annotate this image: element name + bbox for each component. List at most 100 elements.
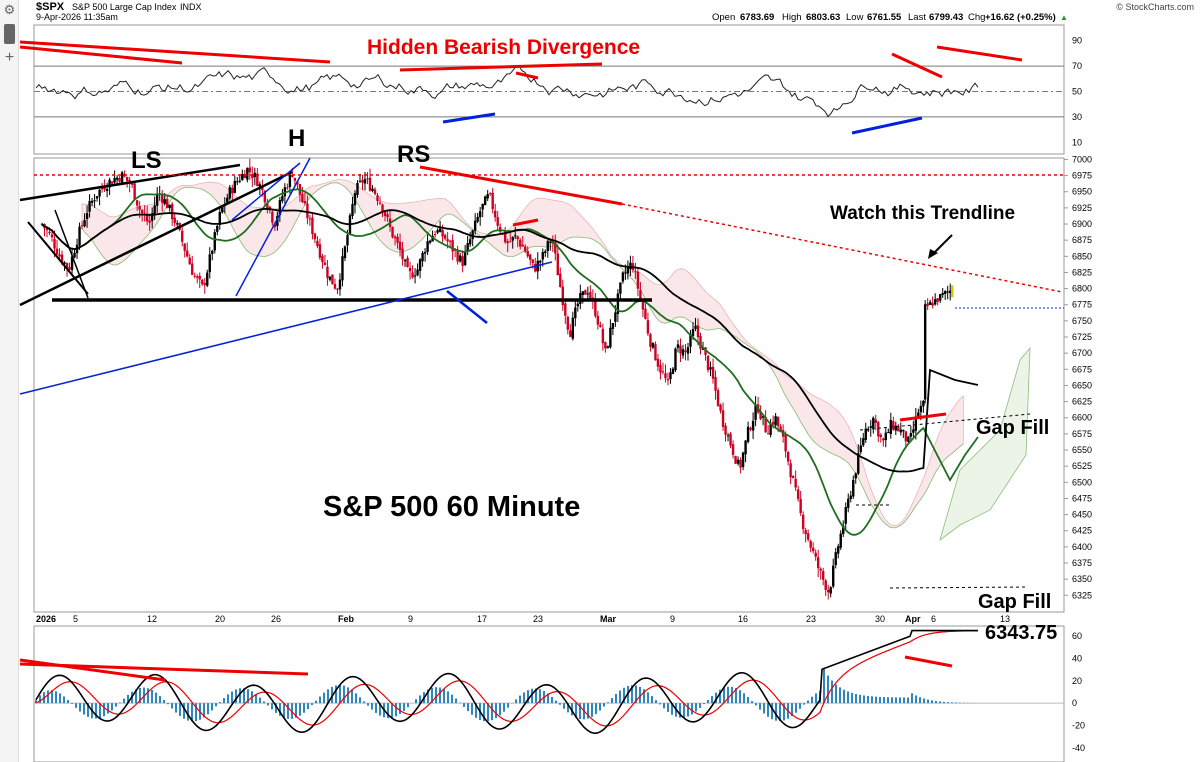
candle-body	[406, 257, 409, 268]
macd-histogram-bar	[863, 695, 865, 704]
candle-body	[313, 233, 317, 240]
macd-histogram-bar	[231, 691, 233, 704]
macd-histogram-bar	[799, 703, 801, 709]
gear-icon[interactable]: ⚙	[3, 2, 16, 17]
chart-header: $SPX S&P 500 Large Cap Index INDX 9-Apr-…	[36, 1, 1194, 23]
price-tick-label: 6675	[1072, 364, 1092, 374]
chart-title: S&P 500 60 Minute	[323, 491, 580, 523]
candle-body	[589, 291, 592, 299]
candle-body	[902, 429, 905, 432]
macd-histogram-bar	[515, 699, 517, 704]
candle-body	[919, 405, 923, 413]
macd-histogram-bar	[751, 701, 753, 704]
wedge-cross-line	[27, 221, 89, 295]
macd-histogram-bar	[239, 688, 241, 704]
candle-body	[363, 179, 367, 184]
macd-histogram-bar	[903, 697, 905, 704]
macd-histogram-bar	[719, 689, 721, 704]
macd-histogram-bar	[723, 687, 725, 704]
macd-divergence-line-2	[19, 662, 309, 676]
macd-histogram-bar	[915, 695, 917, 704]
macd-histogram-bar	[247, 689, 249, 704]
candle-body	[458, 255, 462, 262]
macd-histogram-bar	[263, 701, 265, 704]
macd-histogram-bar	[63, 696, 65, 704]
macd-histogram-bar	[107, 703, 109, 714]
downtrend-extension-line	[621, 203, 1063, 293]
candle-body	[877, 422, 880, 437]
x-tick-label: 9	[408, 614, 413, 624]
candle-body	[336, 288, 339, 290]
candle-body	[85, 213, 89, 220]
candle-body	[509, 241, 512, 243]
macd-histogram-bar	[899, 697, 901, 704]
candle-body	[263, 191, 267, 203]
low-label: Low	[846, 12, 864, 23]
divergence-label: Hidden Bearish Divergence	[367, 36, 640, 59]
candle-body	[233, 180, 236, 193]
candle-body	[928, 301, 932, 305]
candle-body	[671, 368, 675, 374]
macd-histogram-bar	[155, 692, 157, 704]
price-tick-label: 6425	[1072, 526, 1092, 536]
candle-body	[186, 250, 189, 257]
candle-body	[165, 199, 169, 209]
candle-body	[396, 236, 399, 243]
candle-body	[188, 257, 191, 265]
candle-body	[839, 533, 842, 548]
candle-body	[634, 271, 637, 273]
macd-histogram-bar	[59, 693, 61, 704]
macd-histogram-bar	[871, 696, 873, 704]
candle-body	[649, 334, 652, 347]
candle-body	[933, 299, 937, 305]
macd-histogram-bar	[55, 691, 57, 704]
macd-histogram-bar	[151, 689, 153, 704]
candle-body	[333, 284, 337, 289]
macd-histogram-bar	[567, 703, 569, 713]
candle-body	[368, 177, 372, 191]
candle-body	[481, 203, 484, 210]
macd-histogram-bar	[535, 688, 537, 704]
macd-histogram-bar	[379, 703, 381, 716]
panel-handle[interactable]	[4, 24, 15, 44]
candle-body	[659, 364, 662, 373]
macd-histogram-bar	[603, 703, 605, 707]
candle-body	[393, 236, 397, 239]
candle-body	[666, 378, 670, 381]
candle-body	[308, 218, 312, 220]
candle-body	[904, 431, 908, 442]
macd-histogram-bar	[711, 696, 713, 704]
candle-body	[436, 230, 439, 233]
candle-body	[248, 167, 252, 173]
candle-body	[288, 174, 292, 188]
macd-histogram-bar	[815, 693, 817, 704]
up-arrow-icon: ▲	[1060, 13, 1068, 22]
macd-histogram-bar	[539, 689, 541, 704]
low-value: 6761.55	[867, 12, 902, 23]
plus-icon[interactable]: +	[4, 49, 15, 66]
macd-histogram-bar	[779, 703, 781, 722]
macd-histogram-bar	[747, 696, 749, 704]
candle-body	[278, 200, 282, 216]
watch-trendline-label: Watch this Trendline	[830, 203, 1015, 224]
macd-histogram-bar	[691, 703, 693, 715]
price-tick-label: 6450	[1072, 510, 1092, 520]
macd-histogram-bar	[855, 693, 857, 704]
macd-histogram-bar	[179, 703, 181, 716]
candle-body	[218, 211, 221, 226]
macd-histogram-bar	[335, 685, 337, 704]
candle-body	[814, 552, 817, 557]
candle-body	[574, 307, 577, 319]
candle-body	[98, 189, 101, 197]
candle-body	[163, 199, 166, 204]
candle-body	[221, 206, 224, 213]
candle-body	[646, 320, 650, 334]
macd-histogram-bar	[343, 685, 345, 704]
trendlines	[19, 40, 1064, 682]
macd-histogram-bar	[215, 703, 217, 707]
candle-body	[874, 419, 877, 423]
rsi-support-line-1	[442, 112, 496, 124]
macd-histogram-bar	[491, 703, 493, 721]
candle-body	[569, 330, 572, 337]
candle-body	[837, 546, 840, 554]
